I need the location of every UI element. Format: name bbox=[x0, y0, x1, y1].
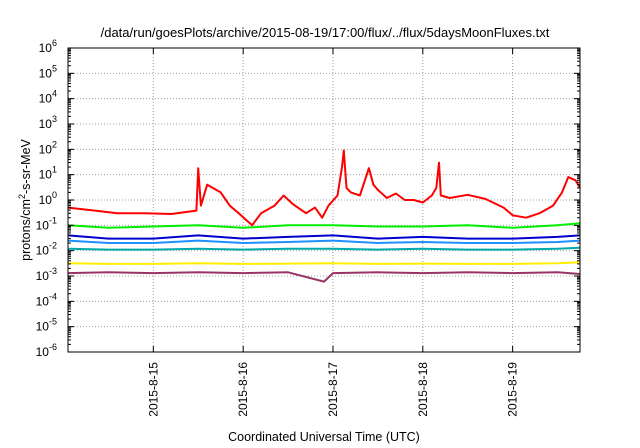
y-axis-label: protons/cm2-s-sr-MeV bbox=[17, 138, 33, 260]
y-tick-label: 100 bbox=[39, 190, 57, 207]
series-line-5 bbox=[67, 246, 581, 251]
chart-title: /data/run/goesPlots/archive/2015-08-19/1… bbox=[101, 25, 550, 40]
y-tick-label: 10-6 bbox=[36, 342, 57, 359]
y-tick-labels: 10-6 10-5 10-4 10-3 10-2 10-1 100 101 102 103 104 1… bbox=[36, 38, 57, 359]
y-tick-label: 10-4 bbox=[36, 291, 57, 308]
x-tick-label: 2015-8-15 bbox=[146, 362, 160, 417]
series-line-2 bbox=[67, 222, 581, 229]
tick-marks bbox=[68, 47, 580, 353]
y-tick-label: 10-3 bbox=[36, 266, 57, 283]
series-line-3 bbox=[67, 234, 581, 240]
series-layer bbox=[67, 149, 581, 283]
y-tick-label: 105 bbox=[39, 63, 57, 80]
series-line-4 bbox=[67, 239, 581, 244]
series-line-1 bbox=[67, 149, 581, 227]
x-tick-label: 2015-8-17 bbox=[326, 362, 340, 417]
y-tick-label: 10-1 bbox=[36, 215, 57, 232]
y-tick-label: 101 bbox=[39, 165, 57, 182]
x-tick-label: 2015-8-19 bbox=[506, 362, 520, 417]
x-axis-label: Coordinated Universal Time (UTC) bbox=[228, 430, 420, 444]
grid-lines bbox=[68, 48, 580, 352]
y-tick-label: 103 bbox=[39, 114, 57, 131]
x-tick-label: 2015-8-16 bbox=[236, 362, 250, 417]
x-tick-labels: 2015-8-15 2015-8-16 2015-8-17 2015-8-18 2015… bbox=[146, 362, 519, 417]
y-tick-label: 104 bbox=[39, 89, 57, 106]
y-tick-label: 102 bbox=[39, 139, 57, 156]
y-tick-label: 106 bbox=[39, 38, 57, 55]
series-line-7 bbox=[67, 271, 581, 283]
y-tick-label: 10-2 bbox=[36, 241, 57, 258]
series-line-6 bbox=[67, 261, 581, 265]
x-tick-label: 2015-8-18 bbox=[416, 362, 430, 417]
y-tick-label: 10-5 bbox=[36, 317, 57, 334]
